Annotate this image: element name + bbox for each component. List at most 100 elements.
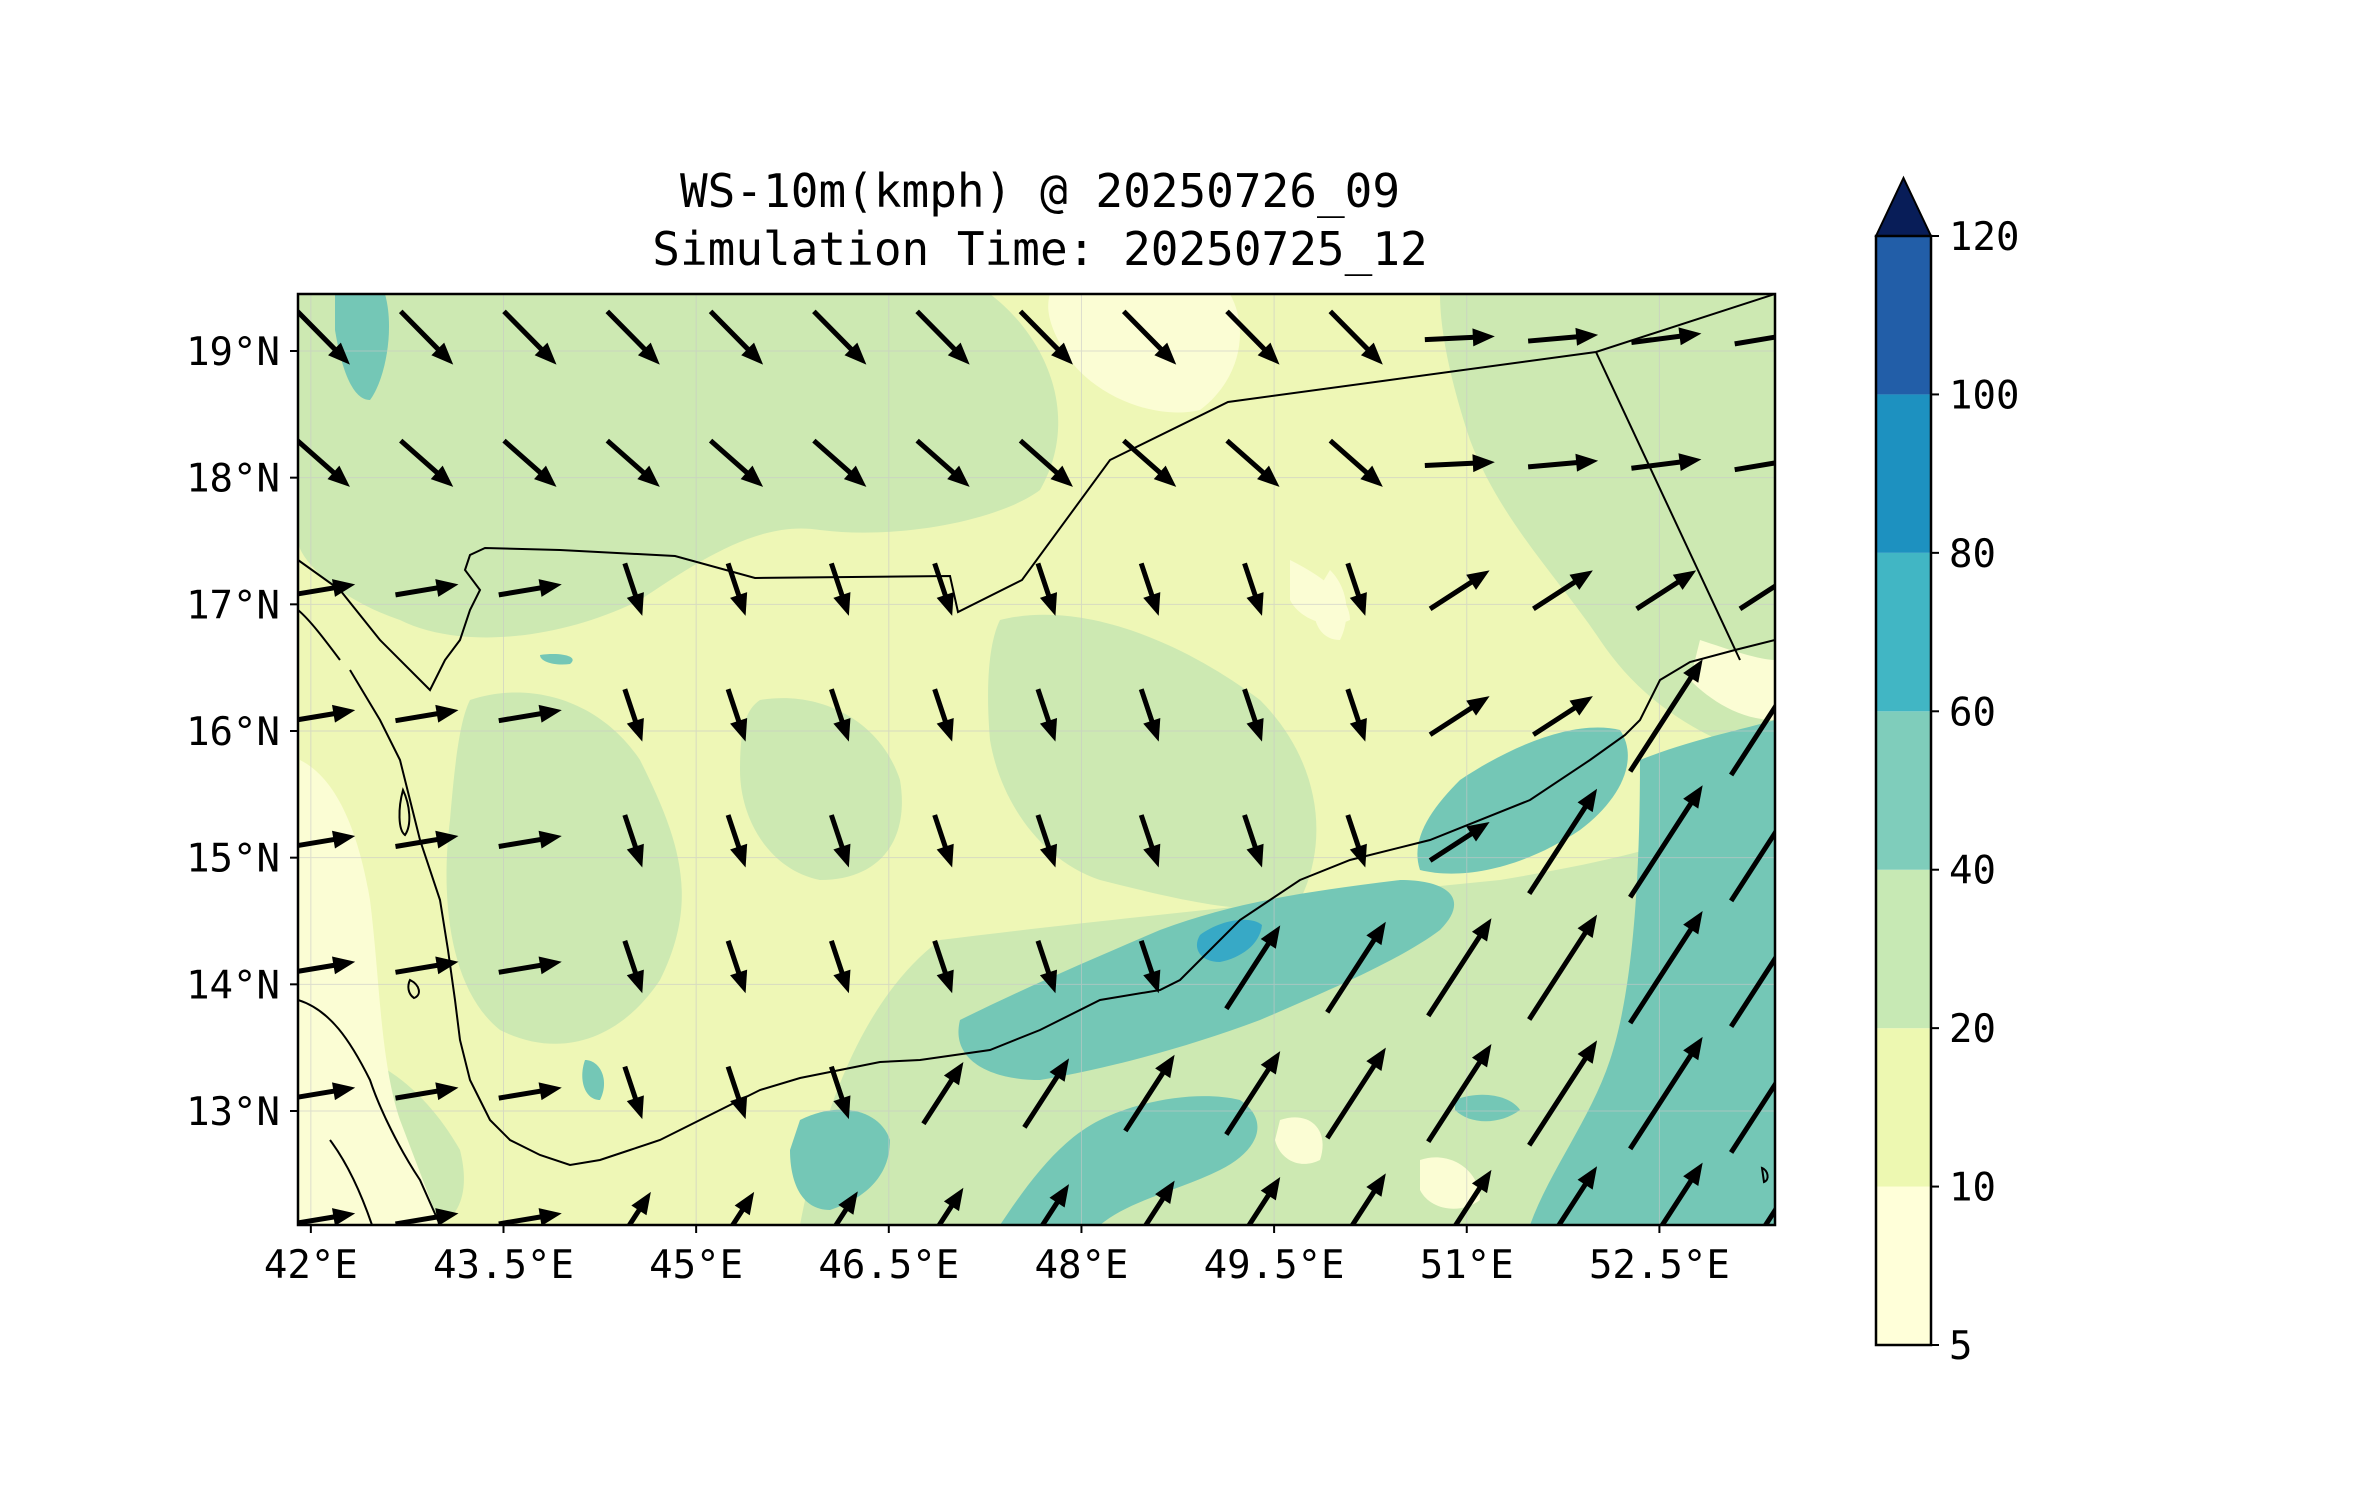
wind-vector: [1138, 940, 1161, 994]
y-tick-label: 14°N: [186, 963, 280, 1008]
colorbar-extend-arrow: [1874, 175, 1933, 237]
map-frame: [296, 292, 1777, 1227]
wind-vector: [498, 956, 562, 975]
colorbar-tick-label: 60: [1949, 690, 1996, 735]
x-axis: 42°E 43.5°E 45°E 46.5°E 48°E 49.5°E 51°E 52.5°E: [264, 1225, 1730, 1288]
wind-vector: [1242, 688, 1264, 742]
x-tick-label: 52.5°E: [1589, 1243, 1730, 1288]
colorbar-tick-label: 20: [1949, 1007, 1996, 1052]
wind-vector: [1659, 1162, 1703, 1225]
wind-vector: [498, 579, 562, 598]
wind-vector: [1424, 328, 1495, 347]
wind-vector: [708, 438, 764, 487]
wind-vector: [1635, 570, 1697, 611]
wind-vector: [1246, 1176, 1281, 1225]
wind-vector: [1138, 688, 1161, 742]
wind-vector: [1018, 438, 1073, 487]
wind-vector: [1628, 911, 1703, 1025]
y-tick-label: 13°N: [186, 1090, 280, 1135]
colorbar-segment: [1876, 869, 1931, 1029]
wind-vector: [1123, 1054, 1175, 1133]
colorbar-tick-label: 10: [1949, 1166, 1996, 1211]
y-tick-label: 16°N: [186, 710, 280, 755]
wind-vector: [1532, 696, 1593, 737]
wind-vector: [395, 1082, 459, 1101]
y-tick-label: 19°N: [186, 330, 280, 375]
wind-vector: [1527, 914, 1598, 1021]
wind-vector: [1428, 821, 1490, 863]
wind-vector: [1035, 940, 1058, 994]
wind-vector: [395, 704, 459, 724]
wind-vector: [1527, 1040, 1598, 1147]
wind-vector: [1628, 785, 1703, 899]
wind-vector: [1426, 1044, 1492, 1144]
wind-vector: [1225, 438, 1280, 487]
wind-vector: [298, 956, 356, 975]
wind-vector: [502, 309, 557, 365]
x-tick-label: 49.5°E: [1204, 1243, 1345, 1288]
wind-vector: [1729, 828, 1775, 903]
colorbar-tick-label: 100: [1949, 373, 2019, 418]
wind-vector: [1018, 309, 1073, 365]
wind-vector: [498, 1208, 562, 1225]
colorbar-segment: [1876, 394, 1931, 553]
wind-vector: [1729, 702, 1775, 777]
wind-vector: [1424, 454, 1495, 473]
wind-vector: [1628, 1036, 1703, 1151]
wind-vector: [915, 309, 970, 365]
wind-vector: [1345, 688, 1367, 742]
wind-vectors: [298, 309, 1775, 1225]
wind-vector: [298, 704, 356, 723]
very-high-wind-zone: [1196, 919, 1262, 962]
wind-vector: [498, 830, 562, 849]
wind-vector: [1527, 788, 1598, 896]
colorbar-tick-label: 40: [1949, 849, 1996, 894]
wind-vector: [1527, 453, 1599, 472]
wind-vector: [1325, 921, 1386, 1014]
wind-vector: [725, 1065, 748, 1120]
wind-vector: [828, 1065, 851, 1120]
wind-vector: [395, 956, 459, 975]
map-panel: [298, 294, 1775, 1225]
wind-vector: [1242, 562, 1264, 616]
wind-vector: [812, 438, 867, 487]
wind-vector: [1225, 309, 1280, 365]
wind-vector: [1762, 1205, 1775, 1225]
wind-vector: [1138, 814, 1161, 868]
wind-vector: [1328, 309, 1383, 365]
chart-subtitle: Simulation Time: 20250725_12: [652, 222, 1428, 276]
wind-vector: [1121, 309, 1177, 365]
wind-vector: [1328, 438, 1383, 487]
colorbar-segment: [1876, 711, 1931, 870]
wind-vector: [833, 1191, 858, 1225]
colorbar-tick-label: 120: [1949, 215, 2019, 260]
wind-vector: [1242, 814, 1264, 868]
low-wind-zones: [298, 294, 1775, 1225]
wind-vector: [298, 579, 356, 597]
wind-vector: [1428, 696, 1490, 737]
wind-vector: [298, 830, 356, 849]
wind-vector: [399, 438, 454, 487]
wind-vector: [921, 1061, 964, 1126]
wind-vector: [298, 1208, 356, 1225]
wind-vector: [1532, 570, 1593, 611]
wind-vector: [1631, 453, 1702, 472]
wind-vector: [725, 562, 748, 616]
wind-vector: [1734, 460, 1775, 473]
wind-vector: [1527, 327, 1599, 346]
colorbar: 5 10 20 40 60 80 100 120: [1874, 175, 2019, 1369]
wind-vector: [395, 1208, 459, 1225]
wind-vector: [395, 830, 459, 849]
wind-vector: [1325, 1047, 1386, 1140]
wind-vector: [1345, 562, 1367, 616]
wind-vector: [1452, 1169, 1492, 1225]
wind-vector: [622, 940, 644, 994]
wind-vector: [725, 814, 748, 868]
colorbar-segment: [1876, 552, 1931, 712]
wind-vector: [498, 1082, 562, 1101]
wind-vector: [298, 438, 350, 487]
wind-vector: [605, 438, 660, 487]
wind-vector: [298, 1082, 356, 1101]
wind-vector: [1122, 438, 1177, 487]
wind-vector: [725, 688, 748, 742]
